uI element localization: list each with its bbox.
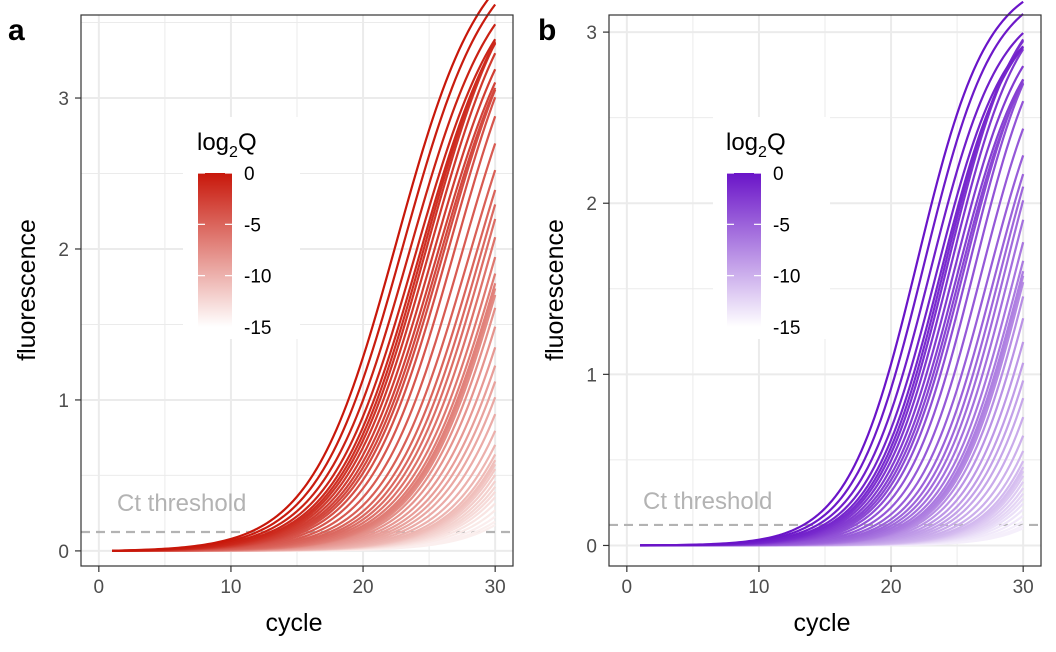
- amplification-curve: [112, 0, 489, 552]
- panel-a-y-axis-title: fluorescence: [13, 219, 41, 361]
- legend-label: 0: [244, 164, 255, 185]
- y-tick-label: 2: [586, 194, 597, 215]
- x-tick-label: 30: [485, 577, 506, 598]
- y-tick-label: 0: [586, 536, 597, 557]
- x-tick-label: 10: [748, 577, 769, 598]
- legend-label: -10: [773, 267, 800, 288]
- legend-label: 0: [773, 164, 784, 185]
- panel-b-y-axis-title: fluorescence: [541, 219, 569, 361]
- x-tick-label: 0: [94, 577, 105, 598]
- panel-b-legend: log2Q 0 -5 -10 -15: [713, 117, 830, 339]
- panel-a-curves: [112, 0, 497, 552]
- y-tick-label: 2: [58, 240, 69, 261]
- legend-label: -15: [244, 318, 271, 339]
- panel-a-legend: log2Q 0 -5 -10 -15: [183, 117, 300, 339]
- threshold-label: Ct threshold: [117, 490, 246, 517]
- y-tick-label: 1: [58, 391, 69, 412]
- legend-ticks: 0 -5 -10 -15: [198, 164, 271, 339]
- x-tick-label: 20: [352, 577, 373, 598]
- panel-b-x-axis-title: cycle: [794, 609, 851, 637]
- y-tick-label: 0: [58, 542, 69, 563]
- legend-title-end: Q: [767, 129, 786, 156]
- legend-label: -5: [773, 215, 790, 236]
- legend-label: -5: [244, 215, 261, 236]
- panel-a-letter: a: [8, 14, 25, 47]
- y-tick-label: 3: [58, 89, 69, 110]
- legend-colorbar: [727, 173, 761, 327]
- legend-colorbar: [198, 173, 232, 327]
- legend-ticks: 0 -5 -10 -15: [727, 164, 800, 339]
- legend-title-subscript: 2: [758, 144, 767, 161]
- panel-a-frame: [80, 14, 514, 567]
- panel-b-frame: [608, 14, 1042, 567]
- panel-a-x-axis-title: cycle: [266, 609, 323, 637]
- legend-label: -15: [773, 318, 800, 339]
- x-tick-label: 10: [220, 577, 241, 598]
- x-tick-label: 20: [880, 577, 901, 598]
- y-tick-label: 1: [586, 365, 597, 386]
- legend-title-end: Q: [238, 129, 257, 156]
- legend-title-main: log: [726, 129, 758, 156]
- legend-title-main: log: [197, 129, 229, 156]
- legend-title: log2Q: [197, 129, 257, 161]
- legend-title: log2Q: [726, 129, 786, 161]
- legend-label: -10: [244, 267, 271, 288]
- amplification-curve: [640, 0, 1024, 547]
- y-tick-label: 3: [586, 23, 597, 44]
- legend-title-subscript: 2: [229, 144, 238, 161]
- panel-b-letter: b: [538, 14, 556, 47]
- x-tick-label: 0: [622, 577, 633, 598]
- panel-b-curves: [640, 0, 1025, 547]
- threshold-label: Ct threshold: [643, 488, 772, 515]
- x-tick-label: 30: [1013, 577, 1034, 598]
